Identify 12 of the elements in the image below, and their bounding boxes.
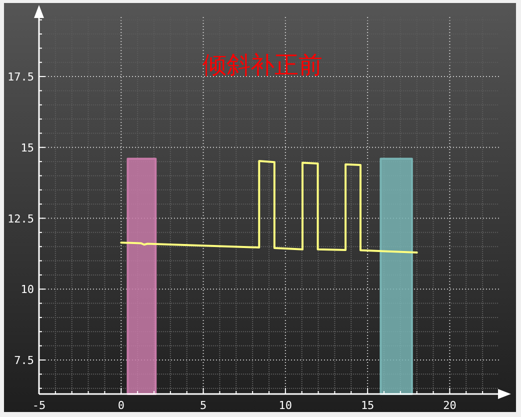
x-tick-label: 10 — [278, 399, 292, 412]
y-tick-label: 7.5 — [14, 354, 34, 367]
x-tick-label: 15 — [360, 399, 374, 412]
x-tick-label: 5 — [200, 399, 207, 412]
y-tick-label: 15 — [20, 141, 34, 154]
y-tick-label: 12.5 — [8, 212, 34, 226]
x-tick-label: 20 — [443, 399, 456, 412]
text: 倾斜补正前 — [202, 51, 322, 79]
x-tick-label: 0 — [118, 399, 124, 412]
y-tick-label: 10 — [20, 283, 34, 296]
y-tick-label: 17.5 — [8, 70, 34, 84]
x-tick-label: -5 — [32, 399, 46, 412]
